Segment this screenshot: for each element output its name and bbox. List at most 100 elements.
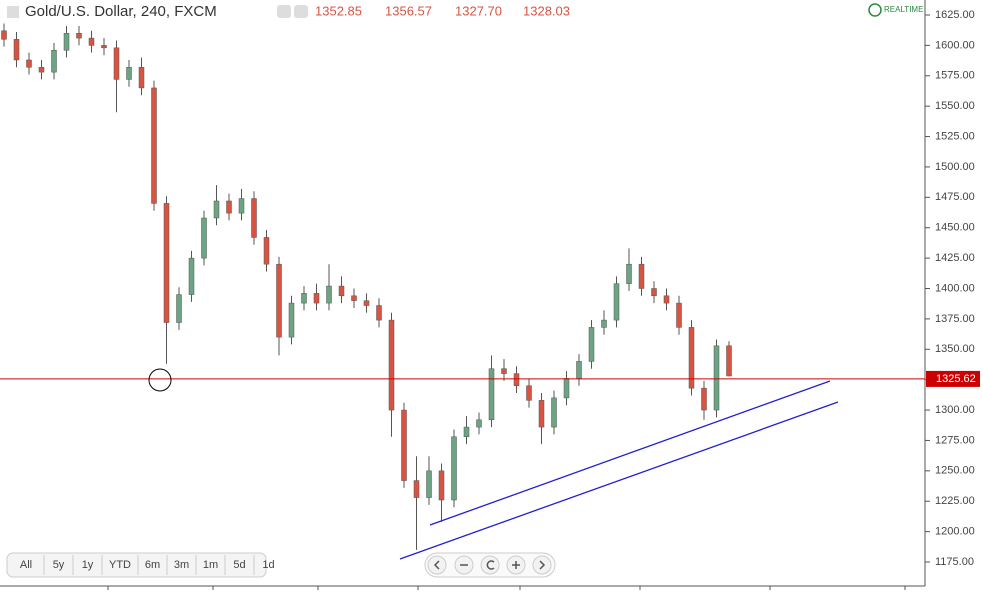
settings-icon[interactable]: [294, 5, 308, 18]
candle-body: [563, 378, 570, 399]
range-button[interactable]: All: [20, 559, 32, 571]
nav-buttons: [424, 552, 556, 578]
candle-body: [426, 470, 432, 498]
candle-body: [213, 200, 220, 219]
candle-body: [663, 295, 670, 304]
high-value: 1356.57: [385, 3, 432, 18]
candle-body: [301, 293, 307, 304]
candle-body: [126, 67, 132, 80]
y-tick-label: 1350.00: [935, 343, 975, 355]
y-tick-label: 1175.00: [935, 556, 974, 568]
price-level-box: [926, 370, 980, 387]
y-tick-label: 1450.00: [935, 222, 975, 234]
range-button[interactable]: 1m: [203, 559, 218, 571]
candle-body: [188, 257, 195, 295]
candle-body: [613, 283, 620, 321]
range-button[interactable]: 6m: [145, 559, 160, 571]
candle-body: [63, 32, 70, 51]
eye-icon[interactable]: [277, 5, 291, 18]
candle-body: [713, 345, 720, 411]
candle-body: [276, 263, 282, 338]
candle-body: [1, 30, 7, 40]
circle-annotation[interactable]: [148, 368, 172, 392]
candle-body: [701, 387, 707, 411]
y-tick-label: 1600.00: [935, 39, 975, 51]
candle-body: [526, 385, 532, 401]
range-button[interactable]: 5d: [233, 559, 245, 571]
realtime-label: REALTIME: [884, 5, 923, 14]
y-tick-label: 1625.00: [935, 9, 975, 21]
trendline[interactable]: [399, 401, 839, 560]
y-tick-label: 1250.00: [935, 465, 975, 477]
symbol-icon: [7, 6, 19, 18]
candle-body: [138, 67, 145, 89]
price-level-label: 1325.62: [936, 373, 976, 385]
range-button[interactable]: 1y: [82, 559, 94, 571]
candle-body: [101, 45, 107, 49]
candle-body: [538, 400, 545, 428]
y-tick-label: 1200.00: [935, 526, 975, 538]
candle-body: [476, 419, 482, 428]
range-button[interactable]: YTD: [109, 559, 131, 571]
candle-body: [451, 436, 457, 501]
candle-body: [238, 198, 245, 214]
candle-body: [113, 47, 120, 80]
candle-body: [26, 59, 32, 68]
range-button[interactable]: 5y: [53, 559, 65, 571]
candle-body: [488, 368, 495, 421]
range-button[interactable]: 3m: [174, 559, 189, 571]
candle-body: [651, 288, 657, 297]
candle-body: [588, 327, 595, 362]
scroll-right[interactable]: [532, 555, 552, 575]
candle-body: [88, 37, 95, 46]
candle-body: [401, 409, 407, 481]
realtime-icon: [868, 3, 882, 17]
close-value: 1328.03: [523, 3, 570, 18]
scroll-left[interactable]: [427, 555, 447, 575]
open-value: 1352.85: [315, 3, 362, 18]
candle-body: [438, 470, 445, 501]
y-tick-label: 1475.00: [935, 191, 975, 203]
candle-body: [513, 373, 520, 386]
candle-body: [601, 319, 607, 328]
y-tick-label: 1500.00: [935, 161, 975, 173]
y-tick-label: 1225.00: [935, 495, 975, 507]
candle-body: [226, 200, 232, 214]
trendline[interactable]: [429, 380, 831, 526]
candle-body: [263, 237, 270, 265]
candle-body: [413, 480, 420, 498]
y-tick-label: 1425.00: [935, 252, 975, 264]
candle-body: [51, 50, 57, 73]
candle-body: [151, 87, 157, 204]
candle-body: [576, 361, 582, 379]
candle-body: [676, 302, 682, 328]
candle-body: [13, 39, 20, 61]
candle-body: [501, 368, 507, 374]
nav-glyphs: [433, 560, 546, 570]
candle-body: [463, 426, 470, 438]
candle-body: [326, 285, 332, 304]
candle-body: [626, 263, 632, 284]
candle-body: [338, 285, 345, 297]
range-button[interactable]: 1d: [262, 559, 274, 571]
y-tick-label: 1575.00: [935, 70, 975, 82]
range-bar: All 5y 1y YTD 6m 3m 1m 5d 1d: [6, 552, 275, 578]
candle-body: [251, 198, 257, 238]
time-ticks: [107, 586, 906, 590]
candle-body: [388, 319, 395, 411]
candle-body: [313, 293, 320, 304]
candle-body: [363, 300, 370, 306]
low-value: 1327.70: [455, 3, 502, 18]
range-bar-box: [6, 552, 267, 578]
y-tick-label: 1525.00: [935, 130, 975, 142]
candle-body: [38, 67, 45, 73]
candle-body: [288, 302, 295, 338]
candle-body: [726, 345, 732, 377]
candle-body: [176, 294, 182, 323]
candle-body: [351, 295, 357, 301]
reset[interactable]: [480, 555, 500, 575]
y-tick-label: 1550.00: [935, 100, 975, 112]
candle-body: [76, 32, 82, 39]
y-tick-label: 1275.00: [935, 434, 975, 446]
